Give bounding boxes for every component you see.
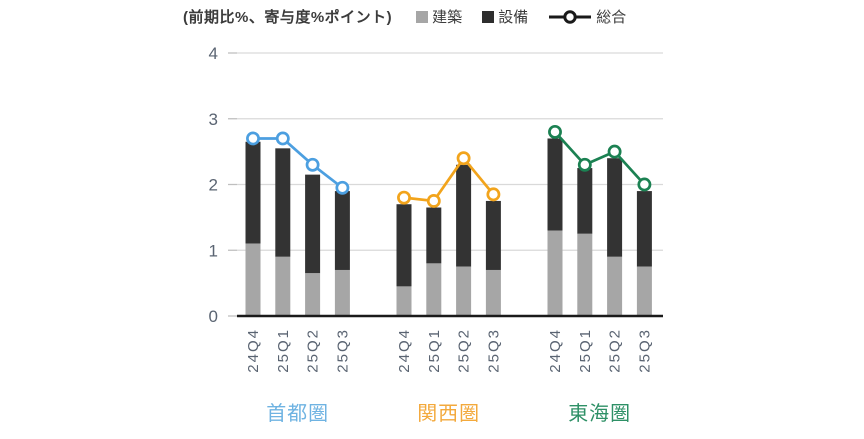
x-axis-label: 25Q3: [636, 328, 653, 373]
bar-building: [577, 233, 593, 316]
bar-building: [396, 286, 412, 316]
x-axis-label: 25Q1: [426, 328, 443, 373]
total-marker: [305, 157, 320, 172]
y-axis-label: 4: [209, 44, 218, 63]
x-axis-label: 25Q1: [275, 328, 292, 373]
total-marker: [246, 131, 260, 146]
bar-building: [485, 269, 501, 316]
bar-building: [547, 230, 563, 316]
bar-building: [456, 266, 472, 316]
total-marker: [426, 193, 441, 208]
bar-equipment: [305, 174, 321, 274]
group-label: 関西圏: [417, 403, 480, 425]
building-swatch-icon: [416, 10, 429, 23]
bar-equipment: [485, 200, 501, 270]
legend-label-total: 総合: [596, 9, 627, 26]
bar-building: [636, 266, 652, 316]
total-marker: [275, 131, 290, 146]
bar-equipment: [334, 191, 350, 270]
bar-building: [607, 256, 623, 316]
total-marker: [456, 151, 471, 166]
equipment-swatch-icon: [482, 10, 495, 23]
legend-item-equipment: 設備: [482, 6, 528, 27]
x-axis-label: 24Q4: [396, 328, 413, 373]
bar-equipment: [547, 138, 563, 231]
bar-building: [245, 243, 261, 316]
x-axis-label: 25Q2: [305, 328, 322, 373]
total-marker: [607, 144, 622, 159]
bar-building: [275, 256, 291, 316]
legend-label-building: 建築: [432, 9, 463, 26]
total-marker: [577, 157, 592, 172]
x-axis-label: 25Q2: [607, 328, 624, 373]
total-marker: [335, 180, 350, 195]
bar-equipment: [636, 191, 652, 267]
legend-item-total: 総合: [548, 6, 626, 27]
y-axis-label: 2: [209, 176, 218, 195]
bar-equipment: [456, 164, 472, 267]
total-line: [253, 137, 344, 189]
total-marker: [397, 190, 411, 205]
total-marker: [637, 177, 652, 192]
chart-title: (前期比%、寄与度%ポイント): [183, 9, 393, 26]
y-axis-label: 0: [209, 307, 218, 326]
total-line: [553, 130, 646, 186]
x-axis-label: 25Q2: [456, 328, 473, 373]
x-axis-label: 25Q3: [485, 328, 502, 373]
legend: 建築 設備 総合: [416, 6, 626, 27]
y-axis-label: 1: [209, 241, 218, 260]
x-axis-label: 25Q3: [334, 328, 351, 373]
bar-equipment: [426, 207, 442, 264]
bar-equipment: [607, 158, 623, 257]
total-line-marker-icon: [548, 9, 592, 25]
group-label: 首都圏: [266, 402, 329, 425]
total-line: [403, 155, 495, 203]
bar-building: [426, 263, 442, 316]
bar-equipment: [577, 168, 593, 234]
total-marker: [548, 124, 562, 139]
chart-header: (前期比%、寄与度%ポイント) 建築 設備 総合: [183, 6, 626, 27]
bar-building: [305, 273, 321, 316]
x-axis-label: 24Q4: [245, 328, 262, 373]
y-axis-label: 3: [209, 110, 218, 129]
group-label: 東海圏: [568, 402, 631, 425]
total-marker: [486, 187, 501, 202]
x-axis-label: 25Q1: [577, 328, 594, 373]
bar-equipment: [396, 204, 412, 287]
legend-item-building: 建築: [416, 6, 462, 27]
bar-equipment: [275, 148, 291, 257]
legend-label-equipment: 設備: [498, 9, 529, 26]
bar-equipment: [245, 141, 261, 244]
x-axis-label: 24Q4: [547, 328, 564, 373]
bar-building: [334, 269, 350, 316]
